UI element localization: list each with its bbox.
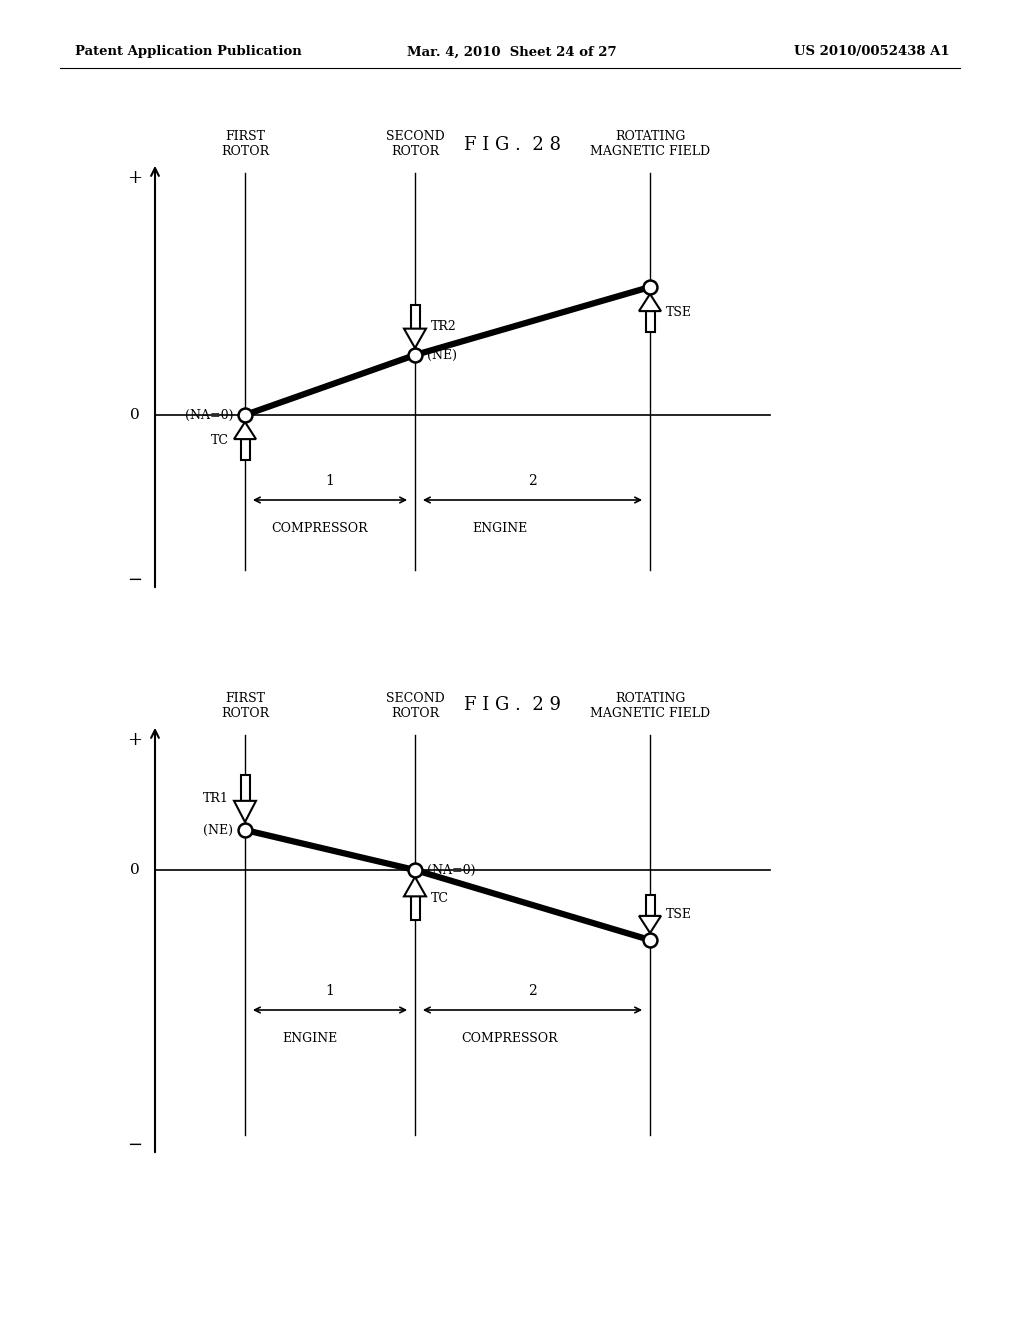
Polygon shape	[241, 775, 250, 801]
Text: F I G .  2 9: F I G . 2 9	[464, 696, 560, 714]
Polygon shape	[645, 312, 654, 333]
Polygon shape	[639, 916, 662, 933]
Text: TSE: TSE	[666, 908, 692, 920]
Text: (NE): (NE)	[427, 348, 457, 362]
Polygon shape	[639, 294, 662, 312]
Polygon shape	[404, 876, 426, 896]
Text: F I G .  2 8: F I G . 2 8	[464, 136, 560, 154]
Text: (NA=0): (NA=0)	[184, 408, 233, 421]
Text: Mar. 4, 2010  Sheet 24 of 27: Mar. 4, 2010 Sheet 24 of 27	[408, 45, 616, 58]
Text: ROTATING
MAGNETIC FIELD: ROTATING MAGNETIC FIELD	[590, 129, 710, 158]
Polygon shape	[645, 895, 654, 916]
Text: 0: 0	[130, 863, 140, 876]
Polygon shape	[404, 329, 426, 348]
Text: Patent Application Publication: Patent Application Publication	[75, 45, 302, 58]
Text: −: −	[127, 572, 142, 589]
Text: TC: TC	[431, 892, 449, 906]
Text: 1: 1	[326, 474, 335, 488]
Text: 2: 2	[528, 983, 537, 998]
Text: +: +	[128, 169, 142, 187]
Text: US 2010/0052438 A1: US 2010/0052438 A1	[795, 45, 950, 58]
Polygon shape	[234, 422, 256, 440]
Text: (NE): (NE)	[203, 824, 233, 837]
Polygon shape	[411, 305, 420, 329]
Text: COMPRESSOR: COMPRESSOR	[462, 1032, 558, 1045]
Text: FIRST
ROTOR: FIRST ROTOR	[221, 692, 269, 719]
Polygon shape	[241, 440, 250, 459]
Text: SECOND
ROTOR: SECOND ROTOR	[386, 692, 444, 719]
Text: COMPRESSOR: COMPRESSOR	[271, 521, 369, 535]
Polygon shape	[234, 801, 256, 822]
Text: ROTATING
MAGNETIC FIELD: ROTATING MAGNETIC FIELD	[590, 692, 710, 719]
Text: 1: 1	[326, 983, 335, 998]
Polygon shape	[411, 896, 420, 920]
Text: FIRST
ROTOR: FIRST ROTOR	[221, 129, 269, 158]
Text: TR1: TR1	[203, 792, 229, 805]
Text: TR2: TR2	[431, 319, 457, 333]
Text: SECOND
ROTOR: SECOND ROTOR	[386, 129, 444, 158]
Text: TSE: TSE	[666, 306, 692, 319]
Text: TC: TC	[211, 434, 229, 447]
Text: ENGINE: ENGINE	[472, 521, 527, 535]
Text: +: +	[128, 731, 142, 748]
Text: 0: 0	[130, 408, 140, 422]
Text: 2: 2	[528, 474, 537, 488]
Text: ENGINE: ENGINE	[283, 1032, 338, 1045]
Text: −: −	[127, 1137, 142, 1154]
Text: (NA=0): (NA=0)	[427, 863, 475, 876]
